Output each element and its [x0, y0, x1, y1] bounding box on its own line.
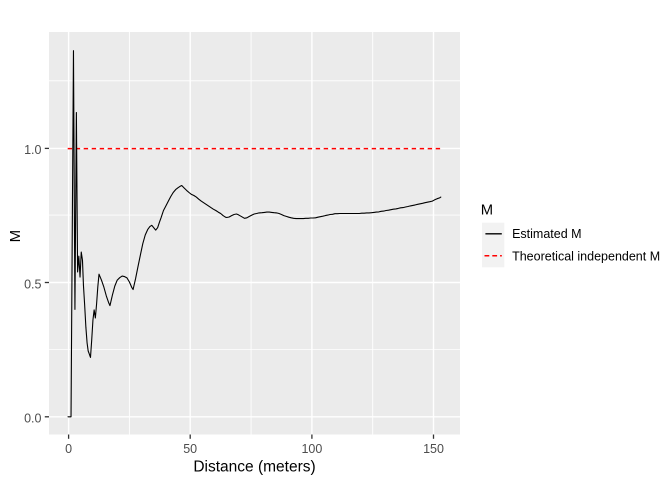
svg-text:0.5: 0.5 [24, 277, 41, 291]
svg-text:0: 0 [65, 442, 72, 456]
svg-text:100: 100 [301, 442, 322, 456]
svg-text:1.0: 1.0 [24, 143, 41, 157]
svg-text:Theoretical independent M: Theoretical independent M [512, 250, 660, 264]
svg-text:150: 150 [423, 442, 444, 456]
svg-text:Estimated M: Estimated M [512, 227, 581, 241]
svg-text:M: M [481, 202, 493, 218]
svg-text:M: M [7, 230, 24, 243]
svg-text:Distance (meters): Distance (meters) [193, 458, 315, 475]
svg-text:0.0: 0.0 [24, 412, 41, 426]
svg-text:50: 50 [183, 442, 197, 456]
